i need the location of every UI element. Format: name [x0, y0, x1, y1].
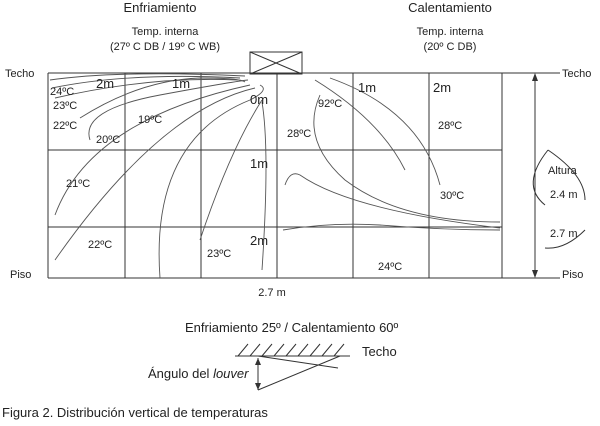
temp: 92ºC — [318, 98, 342, 110]
temp: 22ºC — [88, 239, 112, 251]
distance: 1m — [358, 80, 376, 95]
indoor-unit — [249, 51, 303, 75]
temp: 23ºC — [207, 248, 231, 260]
cooling-line1: Temp. interna — [132, 26, 200, 38]
height-value: 2.4 m — [550, 189, 578, 201]
temp: 19ºC — [138, 114, 162, 126]
height-title: Altura — [548, 165, 578, 177]
temp: 23ºC — [53, 100, 77, 112]
temp: 21ºC — [66, 178, 90, 190]
heating-title: Calentamiento — [408, 0, 492, 15]
ceiling-left: Techo — [5, 68, 34, 80]
distance: 1m — [250, 156, 268, 171]
temp: 24ºC — [378, 261, 402, 273]
distance: 2m — [96, 76, 114, 91]
louver-angle-label: Ángulo del louver — [148, 366, 249, 381]
temp: 28ºC — [438, 120, 462, 132]
grid — [47, 72, 560, 279]
louver-figure — [235, 343, 350, 391]
temp: 22ºC — [53, 120, 77, 132]
temp: 30ºC — [440, 190, 464, 202]
temp: 28ºC — [287, 128, 311, 140]
louver-angle-italic: louver — [213, 366, 249, 381]
temp: 24ºC — [50, 86, 74, 98]
caption: Figura 2. Distribución vertical de tempe… — [2, 405, 268, 420]
temp: 20ºC — [96, 134, 120, 146]
louver-ceiling: Techo — [362, 344, 397, 359]
arrow-head — [532, 270, 538, 278]
distance: 2m — [250, 233, 268, 248]
floor-left: Piso — [10, 269, 31, 281]
floor-right: Piso — [562, 269, 583, 281]
height-arc — [544, 149, 586, 249]
distance: 0m — [250, 92, 268, 107]
distance: 1m — [172, 76, 190, 91]
heating-line2: (20º C DB) — [424, 41, 477, 53]
louver-angle-text: Ángulo del — [148, 366, 213, 381]
cooling-line2: (27º C DB / 19º C WB) — [110, 41, 220, 53]
heating-line1: Temp. interna — [417, 26, 485, 38]
isotherms — [49, 73, 501, 279]
arrow-head — [532, 73, 538, 81]
width-label: 2.7 m — [258, 287, 286, 299]
height-arc — [532, 149, 549, 206]
cooling-title: Enfriamiento — [124, 0, 197, 15]
unit-cross — [249, 51, 303, 75]
ceiling-right: Techo — [562, 68, 591, 80]
louver-title: Enfriamiento 25º / Calentamiento 60º — [185, 320, 399, 335]
distance: 2m — [433, 80, 451, 95]
height-value: 2.7 m — [550, 228, 578, 240]
